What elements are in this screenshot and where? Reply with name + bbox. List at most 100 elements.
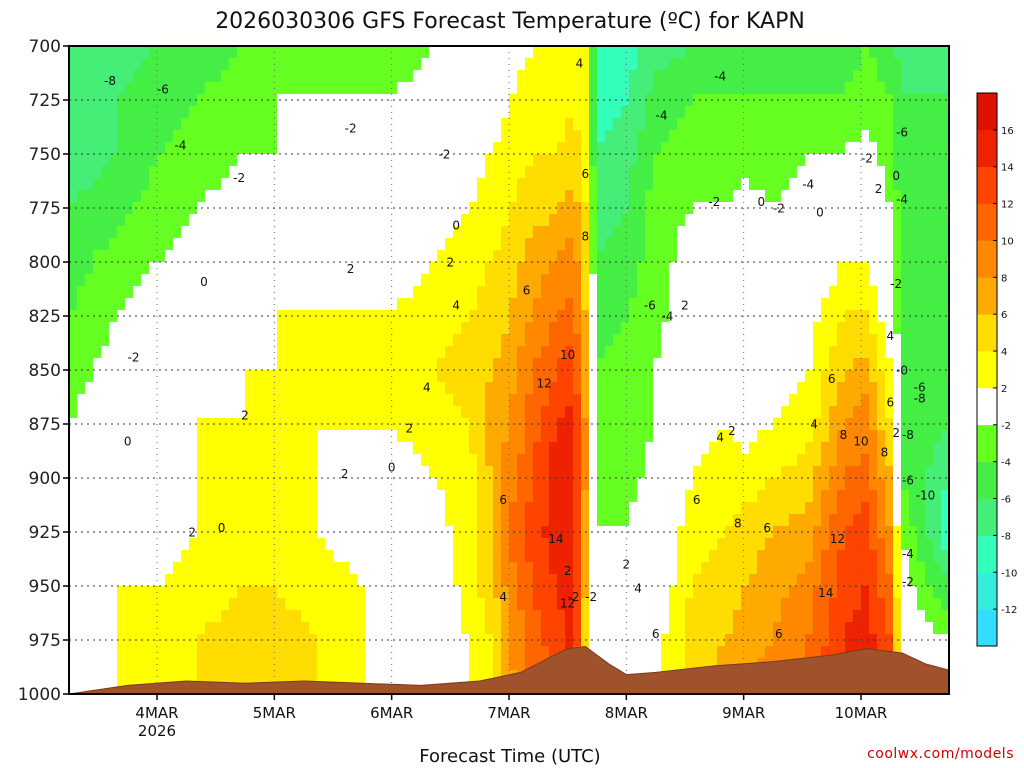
temperature-cell [181,130,190,143]
temperature-cell [357,442,366,455]
temperature-cell [773,574,782,587]
temperature-cell [245,358,254,371]
temperature-cell [797,274,806,287]
temperature-cell [653,82,662,95]
temperature-cell [405,370,414,383]
temperature-cell [613,262,622,275]
temperature-cell [693,442,702,455]
temperature-cell [765,574,774,587]
temperature-cell [757,634,766,647]
temperature-cell [765,454,774,467]
temperature-cell [309,370,318,383]
temperature-cell [733,226,742,239]
temperature-cell [77,262,86,275]
temperature-cell [613,454,622,467]
temperature-cell [381,82,390,95]
temperature-cell [589,478,598,491]
temperature-cell [405,382,414,395]
temperature-cell [573,166,582,179]
temperature-cell [613,94,622,107]
temperature-cell [581,142,590,155]
temperature-cell [701,274,710,287]
temperature-cell [341,238,350,251]
temperature-cell [93,214,102,227]
temperature-cell [773,58,782,71]
temperature-cell [725,562,734,575]
temperature-cell [213,178,222,191]
temperature-cell [293,274,302,287]
temperature-cell [277,250,286,263]
temperature-cell [333,442,342,455]
temperature-cell [229,634,238,647]
temperature-cell [685,454,694,467]
temperature-cell [533,586,542,599]
temperature-cell [661,586,670,599]
temperature-cell [549,130,558,143]
temperature-cell [501,166,510,179]
temperature-cell [253,46,262,59]
temperature-cell [501,358,510,371]
temperature-cell [621,106,630,119]
temperature-cell [341,406,350,419]
temperature-cell [149,250,158,263]
temperature-cell [725,490,734,503]
temperature-cell [525,562,534,575]
temperature-cell [589,418,598,431]
temperature-cell [725,286,734,299]
temperature-cell [661,250,670,263]
temperature-cell [301,454,310,467]
temperature-cell [101,406,110,419]
temperature-cell [349,310,358,323]
temperature-cell [133,346,142,359]
temperature-cell [805,382,814,395]
temperature-cell [773,130,782,143]
temperature-cell [349,454,358,467]
temperature-cell [181,586,190,599]
temperature-cell [141,514,150,527]
temperature-cell [765,106,774,119]
temperature-cell [277,418,286,431]
temperature-cell [189,262,198,275]
temperature-cell [365,142,374,155]
temperature-cell [285,214,294,227]
temperature-cell [525,634,534,647]
temperature-cell [517,286,526,299]
temperature-cell [301,514,310,527]
temperature-cell [149,406,158,419]
temperature-cell [517,406,526,419]
temperature-cell [133,130,142,143]
temperature-cell [253,454,262,467]
temperature-cell [269,118,278,131]
temperature-cell [525,598,534,611]
temperature-cell [493,502,502,515]
temperature-cell [437,598,446,611]
temperature-cell [485,382,494,395]
temperature-cell [629,358,638,371]
temperature-cell [597,454,606,467]
temperature-cell [221,370,230,383]
temperature-cell [245,370,254,383]
temperature-cell [485,490,494,503]
temperature-cell [477,370,486,383]
temperature-cell [309,82,318,95]
temperature-cell [349,334,358,347]
temperature-cell [229,550,238,563]
temperature-cell [605,118,614,131]
temperature-cell [477,298,486,311]
temperature-cell [389,406,398,419]
temperature-cell [429,70,438,83]
temperature-cell [541,490,550,503]
temperature-cell [165,634,174,647]
temperature-cell [797,322,806,335]
temperature-cell [741,478,750,491]
temperature-cell [157,538,166,551]
temperature-cell [333,250,342,263]
temperature-cell [741,358,750,371]
temperature-cell [309,658,318,671]
temperature-cell [93,646,102,659]
temperature-cell [397,190,406,203]
temperature-cell [605,46,614,59]
temperature-cell [589,202,598,215]
temperature-cell [269,550,278,563]
temperature-cell [269,466,278,479]
